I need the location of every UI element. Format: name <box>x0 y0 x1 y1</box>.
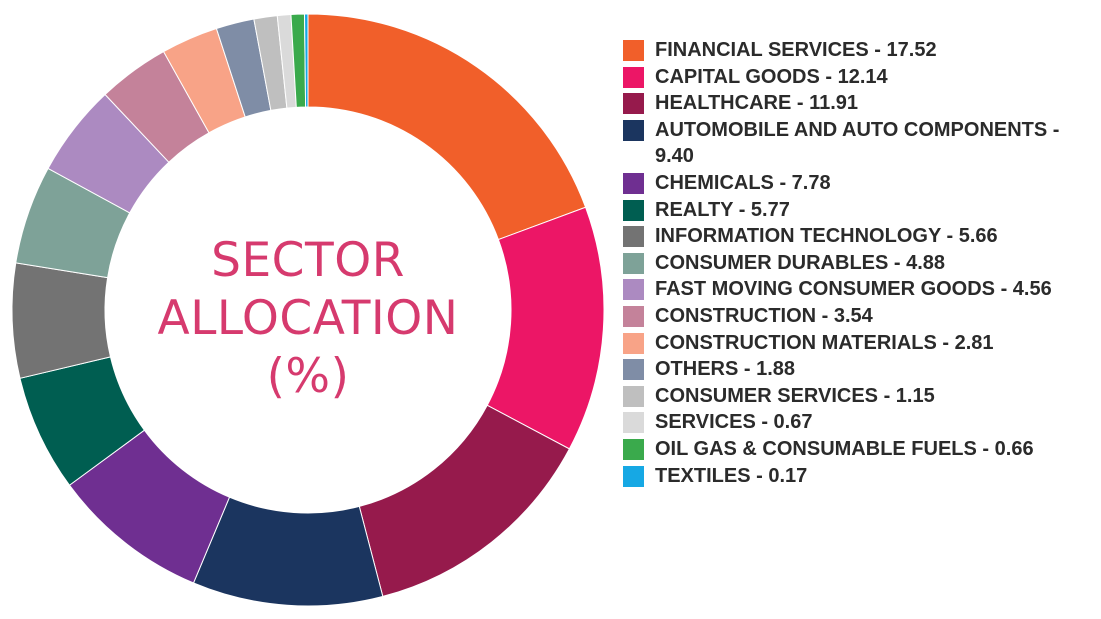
legend-label: HEALTHCARE - 11.91 <box>655 92 859 115</box>
legend-item: REALTY - 5.77 <box>623 197 1093 224</box>
legend-label: AUTOMOBILE AND AUTO COMPONENTS - 9.40 <box>655 118 1060 168</box>
legend-label: OIL GAS & CONSUMABLE FUELS - 0.66 <box>655 437 1034 460</box>
donut-slice <box>307 13 587 241</box>
legend-swatch <box>623 226 644 248</box>
legend-swatch <box>623 93 644 115</box>
donut-slice <box>486 206 605 450</box>
chart-center-title: SECTOR ALLOCATION (%) <box>148 232 468 406</box>
legend-item: CONSUMER DURABLES - 4.88 <box>623 250 1093 277</box>
legend-swatch <box>623 279 644 301</box>
donut-slices <box>11 13 605 607</box>
legend-swatch <box>623 465 644 487</box>
legend-label: OTHERS - 1.88 <box>655 358 796 381</box>
legend-swatch <box>623 305 644 327</box>
legend-label: CONSTRUCTION - 3.54 <box>655 304 873 327</box>
legend-label: CONSTRUCTION MATERIALS - 2.81 <box>655 331 994 354</box>
legend-item: SERVICES - 0.67 <box>623 409 1093 436</box>
legend-label: FAST MOVING CONSUMER GOODS - 4.56 <box>655 278 1052 301</box>
legend-swatch <box>623 199 644 221</box>
legend-item: FINANCIAL SERVICES - 17.52 <box>623 37 1093 64</box>
legend-label: REALTY - 5.77 <box>655 198 790 221</box>
legend-swatch <box>623 172 644 194</box>
sector-donut-chart <box>11 13 605 607</box>
legend-label: CAPITAL GOODS - 12.14 <box>655 65 888 88</box>
center-title-line-3: (%) <box>266 349 350 404</box>
legend-swatch <box>623 438 644 460</box>
legend-swatch <box>623 252 644 274</box>
legend-item: CONSTRUCTION MATERIALS - 2.81 <box>623 330 1093 357</box>
center-title-line-2: ALLOCATION <box>157 291 459 346</box>
legend-swatch <box>623 332 644 354</box>
legend-item: OIL GAS & CONSUMABLE FUELS - 0.66 <box>623 436 1093 463</box>
legend-swatch <box>623 385 644 407</box>
legend-swatch <box>623 119 644 141</box>
center-title-line-1: SECTOR <box>211 233 405 288</box>
legend-item: CONSTRUCTION - 3.54 <box>623 303 1093 330</box>
donut-slice <box>304 13 309 108</box>
legend-swatch <box>623 412 644 434</box>
legend-swatch <box>623 66 644 88</box>
legend-label: CONSUMER SERVICES - 1.15 <box>655 384 935 407</box>
legend-label: SERVICES - 0.67 <box>655 411 813 434</box>
legend-label: TEXTILES - 0.17 <box>655 464 808 487</box>
legend-item: INFORMATION TECHNOLOGY - 5.66 <box>623 223 1093 250</box>
legend-label: CONSUMER DURABLES - 4.88 <box>655 251 946 274</box>
donut-slice <box>358 404 571 598</box>
legend-item: CHEMICALS - 7.78 <box>623 170 1093 197</box>
legend-item: OTHERS - 1.88 <box>623 356 1093 383</box>
legend-swatch <box>623 359 644 381</box>
legend-item: HEALTHCARE - 11.91 <box>623 90 1093 117</box>
legend-swatch <box>623 40 644 61</box>
legend-label: FINANCIAL SERVICES - 17.52 <box>655 39 937 61</box>
chart-legend: FINANCIAL SERVICES - 17.52 CAPITAL GOODS … <box>623 37 1093 489</box>
legend-label: CHEMICALS - 7.78 <box>655 171 831 194</box>
legend-label: INFORMATION TECHNOLOGY - 5.66 <box>655 225 998 248</box>
legend-item: FAST MOVING CONSUMER GOODS - 4.56 <box>623 276 1093 303</box>
legend-item: TEXTILES - 0.17 <box>623 463 1093 490</box>
legend-item: CONSUMER SERVICES - 1.15 <box>623 383 1093 410</box>
legend-item: AUTOMOBILE AND AUTO COMPONENTS - 9.40 <box>623 117 1093 170</box>
legend-item: CAPITAL GOODS - 12.14 <box>623 64 1093 91</box>
